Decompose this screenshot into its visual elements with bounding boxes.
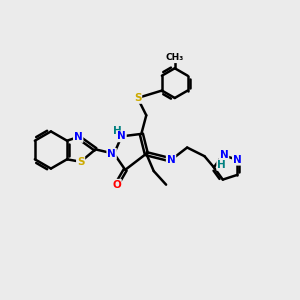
Text: CH₃: CH₃ — [166, 53, 184, 62]
Text: N: N — [233, 155, 242, 165]
Text: S: S — [134, 93, 141, 103]
Text: N: N — [74, 132, 82, 142]
Text: N: N — [220, 150, 228, 160]
Text: H: H — [113, 126, 122, 136]
Text: N: N — [107, 149, 116, 159]
Text: H: H — [217, 160, 226, 170]
Text: N: N — [167, 155, 176, 165]
Text: S: S — [77, 157, 84, 167]
Text: N: N — [117, 131, 126, 141]
Text: O: O — [112, 180, 121, 190]
